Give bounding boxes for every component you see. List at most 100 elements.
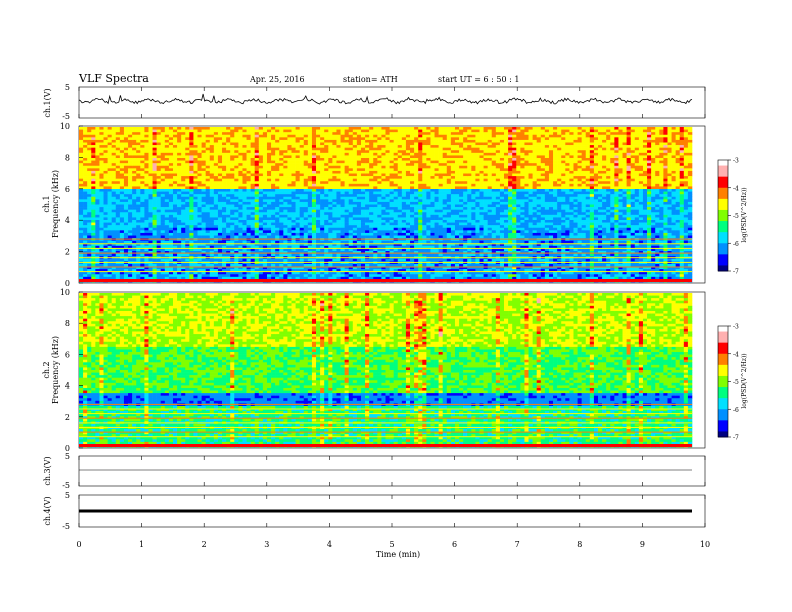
spectrogram-cell xyxy=(307,178,313,182)
spectrogram-cell xyxy=(181,232,186,236)
spectrogram-cell xyxy=(185,263,190,267)
spectrogram-cell xyxy=(226,222,231,226)
spectrogram-cell xyxy=(262,235,268,239)
spectrogram-cell xyxy=(414,248,419,252)
spectrogram-cell xyxy=(258,168,264,172)
spectrogram-cell xyxy=(275,276,280,280)
spectrogram-cell xyxy=(262,243,268,247)
spectrogram-cell xyxy=(128,201,133,205)
spectrogram-cell xyxy=(401,243,407,247)
spectrogram-cell xyxy=(193,263,198,267)
spectrogram-cell xyxy=(254,230,260,234)
spectrogram-cell xyxy=(324,225,329,229)
spectrogram-cell xyxy=(258,173,264,177)
spectrogram-cell xyxy=(381,127,386,130)
spectrogram-cell xyxy=(393,127,399,130)
spectrogram-cell xyxy=(360,204,366,208)
spectrogram-cell xyxy=(316,170,321,174)
spectrogram-cell xyxy=(307,168,313,172)
spectrogram-cell xyxy=(107,160,112,164)
spectrogram-cell xyxy=(103,276,108,280)
spectrogram-cell xyxy=(79,150,84,154)
spectrogram-cell xyxy=(226,145,231,148)
spectrogram-cell xyxy=(262,150,268,154)
spectrogram-cell xyxy=(83,145,88,148)
spectrogram-cell xyxy=(168,266,174,270)
spectrogram-cell xyxy=(385,145,390,148)
spectrogram-cell xyxy=(148,145,153,148)
spectrogram-cell xyxy=(405,253,411,257)
spectrogram-cell xyxy=(401,132,407,136)
spectrogram-cell xyxy=(140,251,145,254)
spectrogram-cell xyxy=(352,212,358,216)
spectrogram-cell xyxy=(254,129,260,133)
spectrogram-cell xyxy=(140,217,145,221)
spectrogram-cell xyxy=(107,220,112,223)
spectrogram-cell xyxy=(209,196,215,200)
spectrogram-cell xyxy=(360,253,366,257)
spectrogram-cell xyxy=(352,276,358,280)
spectrogram-cell xyxy=(303,147,309,151)
spectrogram-cell xyxy=(250,132,256,136)
spectrogram-cell xyxy=(287,235,292,239)
spectrogram-cell xyxy=(144,225,149,229)
spectrogram-cell xyxy=(79,137,84,141)
spectrogram-cell xyxy=(246,168,251,172)
spectrogram-cell xyxy=(287,147,292,151)
spectrogram-cell xyxy=(201,178,206,182)
spectrogram-cell xyxy=(123,160,129,164)
spectrogram-cell xyxy=(152,137,157,141)
spectrogram-cell xyxy=(132,142,137,146)
spectrogram-cell xyxy=(201,248,206,252)
spectrogram-cell xyxy=(258,220,264,223)
spectrogram-cell xyxy=(410,274,415,278)
spectrogram-cell xyxy=(352,137,358,141)
spectrogram-cell xyxy=(365,150,370,154)
spectrogram-cell xyxy=(103,271,108,275)
spectrogram-cell xyxy=(115,160,121,164)
spectrogram-cell xyxy=(185,186,190,190)
spectrogram-cell xyxy=(344,199,350,203)
spectrogram-cell xyxy=(119,274,125,278)
spectrogram-cell xyxy=(128,230,133,234)
spectrogram-cell xyxy=(140,145,145,148)
spectrogram-cell xyxy=(144,145,149,148)
spectrogram-cell xyxy=(160,176,166,179)
spectrogram-cell xyxy=(99,248,104,252)
spectrogram-cell xyxy=(336,127,341,130)
spectrogram-cell xyxy=(99,142,104,146)
spectrogram-cell xyxy=(328,129,333,133)
spectrogram-cell xyxy=(172,276,178,280)
spectrogram-cell xyxy=(164,137,170,141)
spectrogram-cell xyxy=(258,189,264,192)
spectrogram-cell xyxy=(189,227,194,231)
spectrogram-cell xyxy=(213,201,219,205)
spectrogram-cell xyxy=(103,139,108,143)
spectrogram-cell xyxy=(144,158,149,161)
spectrogram-cell xyxy=(242,129,247,133)
spectrogram-cell xyxy=(328,243,333,247)
spectrogram-cell xyxy=(356,235,362,239)
spectrogram-cell xyxy=(111,220,117,223)
spectrogram-cell xyxy=(295,240,300,244)
spectrogram-cell xyxy=(83,158,88,161)
spectrogram-cell xyxy=(95,173,100,177)
spectrogram-cell xyxy=(103,158,108,161)
spectrogram-cell xyxy=(128,222,133,226)
spectrogram-cell xyxy=(410,165,415,169)
spectrogram-cell xyxy=(152,127,157,130)
spectrogram-cell xyxy=(185,142,190,146)
spectrogram-cell xyxy=(414,173,419,177)
spectrogram-cell xyxy=(316,183,321,187)
spectrogram-cell xyxy=(189,253,194,257)
spectrogram-cell xyxy=(324,170,329,174)
spectrogram-cell xyxy=(389,142,394,146)
spectrogram-cell xyxy=(381,181,386,185)
spectrogram-cell xyxy=(373,263,378,267)
spectrogram-cell xyxy=(160,258,166,262)
spectrogram-cell xyxy=(365,163,370,167)
spectrogram-cell xyxy=(107,181,112,185)
spectrogram-cell xyxy=(213,165,219,169)
spectrogram-cell xyxy=(311,209,317,213)
spectrogram-cell xyxy=(217,189,223,192)
